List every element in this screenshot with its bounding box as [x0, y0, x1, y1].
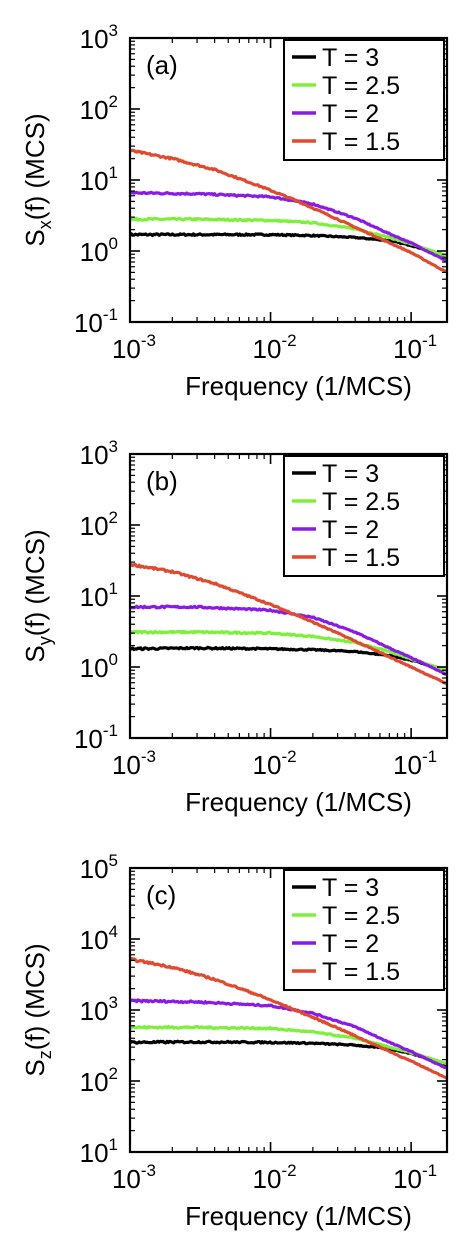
y-tick-label: 101 — [80, 579, 118, 612]
x-tick-label: 10-1 — [393, 331, 437, 364]
series-line-T-2-5 — [130, 216, 447, 258]
legend: T = 3T = 2.5T = 2T = 1.5 — [283, 39, 445, 161]
legend: T = 3T = 2.5T = 2T = 1.5 — [283, 455, 445, 577]
legend-label: T = 2.5 — [322, 902, 400, 930]
series-line-T-1-5 — [130, 956, 447, 1080]
legend-label: T = 3 — [322, 874, 379, 902]
series-line-T-2-5 — [130, 1024, 447, 1066]
x-tick-label: 10-3 — [112, 1161, 156, 1194]
series-line-T-2 — [130, 190, 447, 263]
y-tick-label: 103 — [80, 993, 118, 1026]
x-tick-label: 10-2 — [253, 331, 297, 364]
x-axis-title: Frequency (1/MCS) — [185, 1201, 412, 1231]
legend-label: T = 1.5 — [322, 128, 400, 156]
y-tick-label: 101 — [80, 163, 118, 196]
legend-label: T = 1.5 — [322, 958, 400, 986]
panel-label: (b) — [146, 466, 178, 496]
legend-label: T = 2 — [322, 930, 379, 958]
x-tick-label: 10-3 — [112, 747, 156, 780]
chart-panel-2: 101 102 103 104 105 10-3 10-2 10-1 Frequency (1/… — [20, 851, 449, 1231]
x-axis-title: Frequency (1/MCS) — [185, 371, 412, 401]
y-tick-label: 101 — [80, 1135, 118, 1168]
series-line-T-2 — [130, 998, 447, 1070]
legend-label: T = 2.5 — [322, 488, 400, 516]
series-line-T-2-5 — [130, 629, 447, 672]
y-tick-label: 104 — [80, 922, 118, 955]
legend-label: T = 1.5 — [322, 544, 400, 572]
x-tick-label: 10-2 — [253, 1161, 297, 1194]
y-tick-label: 100 — [80, 650, 118, 683]
legend-box — [283, 39, 445, 161]
x-tick-label: 10-1 — [393, 747, 437, 780]
y-tick-label: 103 — [80, 437, 118, 470]
legend-label: T = 2 — [322, 100, 379, 128]
series-line-T-3 — [130, 645, 447, 672]
y-tick-label: 10-1 — [74, 305, 118, 338]
y-tick-label: 102 — [80, 1064, 118, 1097]
series-line-T-3 — [130, 232, 447, 258]
y-axis-title: Sy(f) (MCS) — [20, 529, 55, 662]
y-axis-title: Sz(f) (MCS) — [20, 943, 55, 1076]
x-tick-label: 10-3 — [112, 331, 156, 364]
legend-label: T = 3 — [322, 460, 379, 488]
legend: T = 3T = 2.5T = 2T = 1.5 — [283, 869, 445, 991]
series-line-T-1-5 — [130, 562, 447, 686]
y-tick-label: 100 — [80, 234, 118, 267]
panel-label: (c) — [146, 880, 176, 910]
legend-label: T = 3 — [322, 44, 379, 72]
y-axis-title: Sx(f) (MCS) — [20, 113, 55, 246]
y-tick-label: 10-1 — [74, 721, 118, 754]
legend-label: T = 2.5 — [322, 72, 400, 100]
y-tick-label: 102 — [80, 508, 118, 541]
panel-label: (a) — [146, 50, 178, 80]
x-tick-label: 10-2 — [253, 747, 297, 780]
x-axis-title: Frequency (1/MCS) — [185, 787, 412, 817]
series-line-T-2 — [130, 604, 447, 676]
legend-label: T = 2 — [322, 516, 379, 544]
chart-panel-1: 10-1 100 101 102 103 10-3 10-2 10-1 Frequency (1… — [20, 437, 449, 817]
chart-panel-0: 10-1 100 101 102 103 10-3 10-2 10-1 Frequency (1… — [20, 21, 449, 401]
x-tick-label: 10-1 — [393, 1161, 437, 1194]
y-tick-label: 105 — [80, 851, 118, 884]
y-tick-label: 102 — [80, 92, 118, 125]
y-tick-label: 103 — [80, 21, 118, 54]
series-line-T-1-5 — [130, 148, 447, 274]
